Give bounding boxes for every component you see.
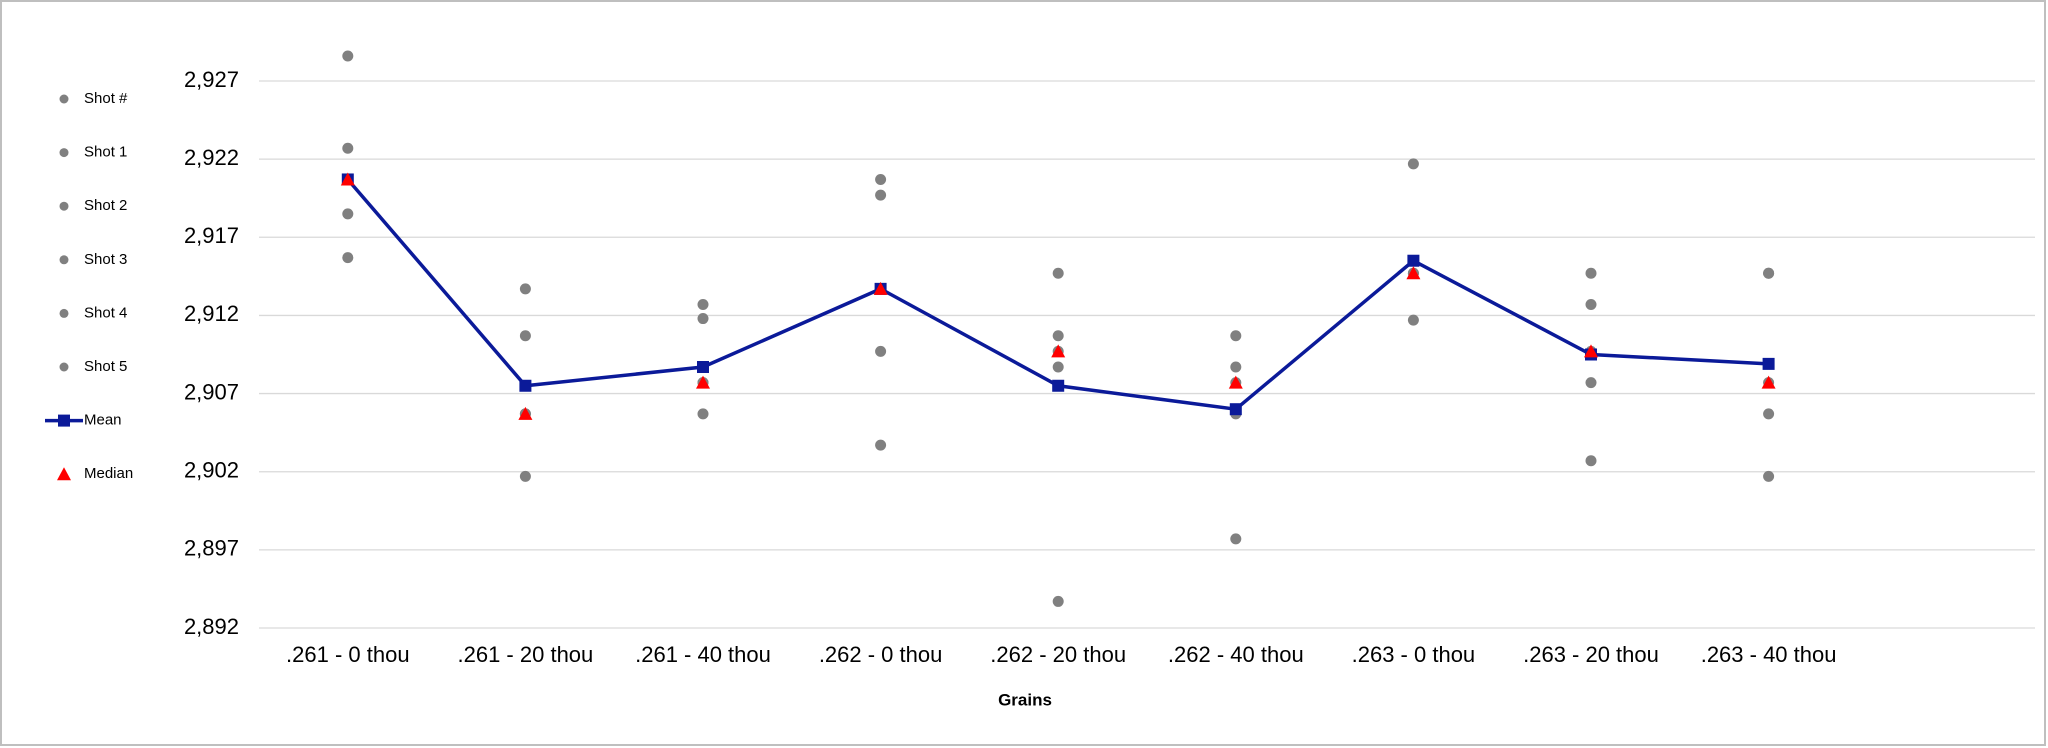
legend-marker	[59, 362, 69, 372]
data-point	[1051, 344, 1066, 358]
legend-item: Shot 2	[59, 197, 127, 214]
x-tick-label: .263 - 20 thou	[1523, 642, 1659, 667]
data-point	[1585, 377, 1597, 389]
data-point	[875, 345, 887, 357]
legend-label: Shot 1	[84, 144, 127, 161]
data-point	[1406, 266, 1421, 280]
legend-item: Median	[57, 465, 133, 482]
data-point	[1230, 361, 1242, 373]
data-point	[1407, 254, 1420, 267]
data-point	[875, 189, 887, 201]
data-point	[1229, 403, 1242, 416]
data-point	[518, 406, 533, 420]
legend-label: Shot 3	[84, 251, 127, 268]
data-point	[1052, 595, 1064, 607]
data-point	[342, 142, 354, 154]
x-tick-label: .262 - 40 thou	[1168, 642, 1304, 667]
legend-marker	[57, 467, 71, 481]
legend-marker	[59, 308, 69, 318]
y-tick-label: 2,922	[184, 145, 239, 170]
y-tick-label: 2,897	[184, 536, 239, 561]
legend-label: Shot 4	[84, 304, 127, 321]
legend-item: Shot #	[59, 90, 128, 107]
y-tick-label: 2,902	[184, 458, 239, 483]
y-tick-label: 2,907	[184, 379, 239, 404]
data-point	[1585, 298, 1597, 310]
legend-label: Shot #	[84, 90, 128, 107]
data-point	[340, 172, 355, 186]
data-point	[875, 439, 887, 451]
x-tick-label: .263 - 40 thou	[1701, 642, 1837, 667]
x-axis-title: Grains	[998, 690, 1052, 709]
data-point	[697, 408, 709, 420]
x-tick-label: .262 - 0 thou	[819, 642, 943, 667]
legend-item: Shot 1	[59, 144, 127, 161]
legend-marker	[59, 255, 69, 265]
data-point	[696, 375, 710, 389]
legend-marker	[59, 148, 69, 158]
data-point	[697, 361, 709, 374]
data-point	[1763, 408, 1775, 420]
data-point	[873, 281, 888, 295]
x-tick-label: .261 - 40 thou	[635, 642, 771, 667]
legend-item: Shot 4	[59, 304, 127, 321]
legend-item: Shot 3	[59, 251, 127, 268]
data-point	[875, 173, 887, 185]
data-point	[342, 252, 354, 264]
data-point	[697, 313, 709, 325]
data-point	[1585, 455, 1597, 467]
y-tick-label: 2,917	[184, 223, 239, 248]
data-point	[1052, 330, 1064, 342]
x-tick-label: .262 - 20 thou	[990, 642, 1126, 667]
data-point	[519, 470, 531, 482]
data-point	[697, 298, 709, 310]
legend-marker	[59, 94, 69, 104]
y-tick-label: 2,912	[184, 301, 239, 326]
legend-item: Shot 5	[59, 358, 127, 375]
legend-item: Mean	[45, 412, 122, 429]
data-point	[1584, 344, 1598, 358]
data-point	[1407, 314, 1419, 326]
data-point	[1052, 267, 1064, 279]
legend-label: Median	[84, 465, 133, 482]
x-tick-label: .261 - 20 thou	[458, 642, 594, 667]
legend-label: Shot 2	[84, 197, 127, 214]
y-tick-label: 2,927	[184, 67, 239, 92]
legend-label: Shot 5	[84, 358, 127, 375]
legend-marker	[58, 414, 70, 427]
legend-marker	[59, 201, 69, 211]
data-point	[1763, 267, 1775, 279]
data-point	[519, 330, 531, 342]
mean-line	[346, 178, 1769, 412]
data-point	[342, 50, 354, 62]
data-point	[1052, 361, 1064, 373]
data-point	[1230, 330, 1242, 342]
data-point	[1228, 375, 1243, 389]
data-point	[1585, 267, 1597, 279]
data-point	[1763, 470, 1775, 482]
y-tick-label: 2,892	[184, 614, 239, 639]
x-tick-label: .263 - 0 thou	[1352, 642, 1476, 667]
legend-label: Mean	[84, 412, 122, 429]
data-point	[1761, 375, 1776, 389]
data-point	[519, 379, 532, 392]
data-point	[1407, 158, 1419, 170]
data-point	[1052, 379, 1065, 392]
data-point	[1230, 533, 1242, 545]
data-point	[1762, 357, 1775, 370]
data-point	[519, 283, 531, 295]
data-point	[342, 208, 354, 220]
x-tick-label: .261 - 0 thou	[286, 642, 410, 667]
